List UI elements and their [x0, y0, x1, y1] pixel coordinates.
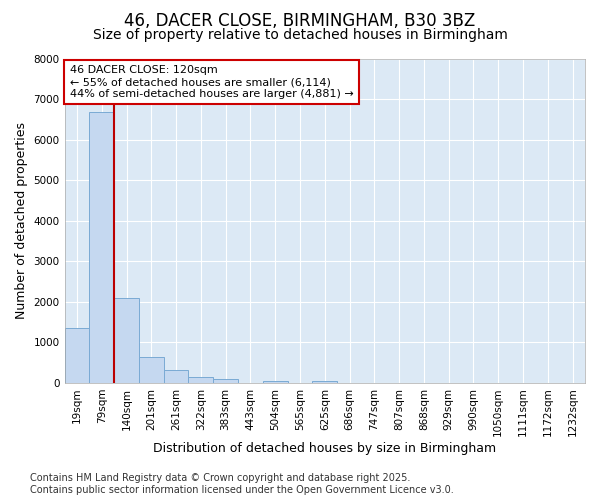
- Bar: [188, 377, 213, 383]
- Bar: [213, 379, 238, 383]
- Text: 46 DACER CLOSE: 120sqm
← 55% of detached houses are smaller (6,114)
44% of semi-: 46 DACER CLOSE: 120sqm ← 55% of detached…: [70, 66, 353, 98]
- Text: Size of property relative to detached houses in Birmingham: Size of property relative to detached ho…: [92, 28, 508, 42]
- Bar: [65, 328, 89, 383]
- Bar: [114, 298, 139, 383]
- Text: Contains HM Land Registry data © Crown copyright and database right 2025.
Contai: Contains HM Land Registry data © Crown c…: [30, 474, 454, 495]
- Text: 46, DACER CLOSE, BIRMINGHAM, B30 3BZ: 46, DACER CLOSE, BIRMINGHAM, B30 3BZ: [124, 12, 476, 30]
- Bar: [164, 370, 188, 383]
- Bar: [139, 356, 164, 383]
- Bar: [313, 381, 337, 383]
- Y-axis label: Number of detached properties: Number of detached properties: [15, 122, 28, 320]
- Bar: [263, 381, 287, 383]
- Bar: [89, 112, 114, 383]
- X-axis label: Distribution of detached houses by size in Birmingham: Distribution of detached houses by size …: [153, 442, 496, 455]
